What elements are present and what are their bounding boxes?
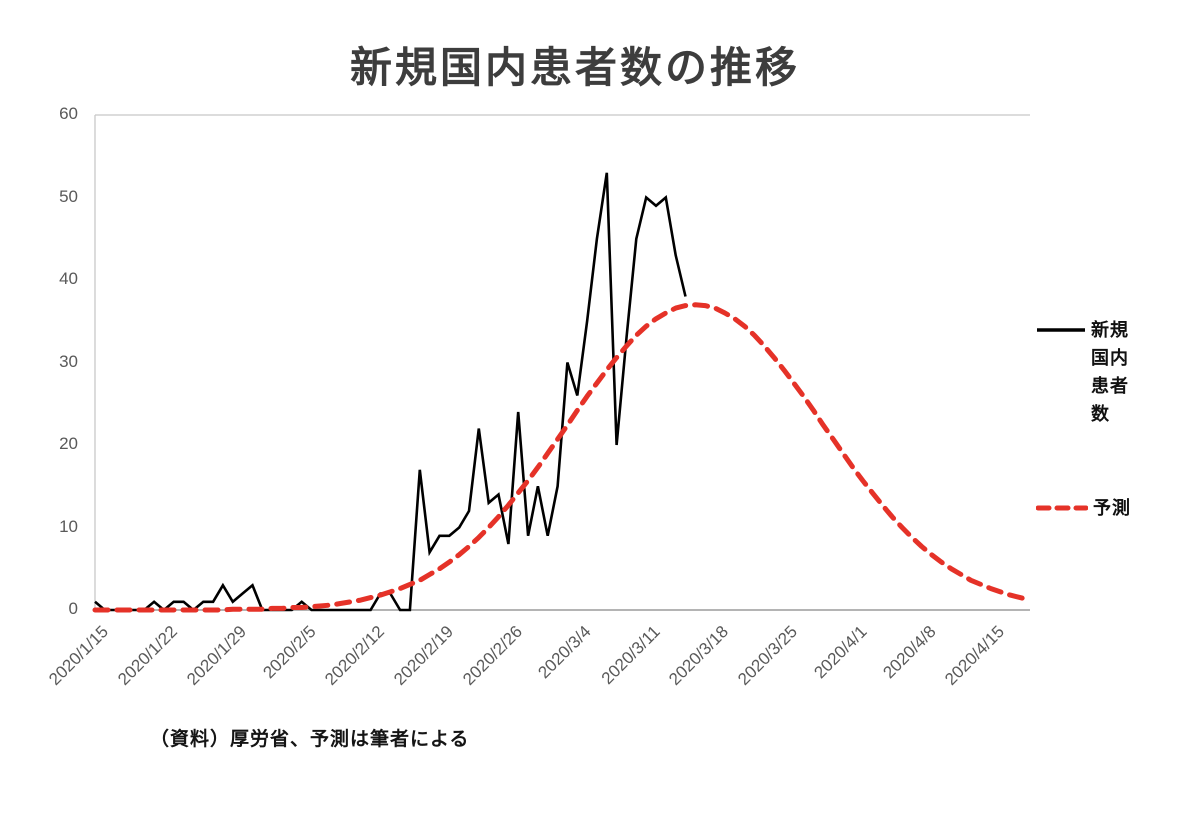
- legend-item-forecast: 予測: [1036, 494, 1131, 522]
- y-tick-label: 10: [59, 516, 78, 536]
- y-tick-label: 60: [59, 104, 78, 123]
- series-forecast-line: [92, 302, 1033, 613]
- y-tick-label: 20: [59, 434, 78, 453]
- forecast-dashed-sample-icon: [1036, 505, 1088, 511]
- series-actual-line: [94, 172, 687, 612]
- series-group: [92, 172, 1033, 613]
- y-tick-label: 40: [59, 269, 78, 288]
- y-tick-label: 50: [59, 186, 78, 206]
- legend-item-actual: 新規国内患者数: [1036, 316, 1131, 428]
- legend-label-forecast: 予測: [1093, 498, 1131, 518]
- y-tick-label: 0: [68, 599, 78, 618]
- chart-title: 新規国内患者数の推移: [349, 44, 800, 91]
- actual-line-sample-icon: [1037, 328, 1085, 332]
- source-note: （資料）厚労省、予測は筆者による: [150, 729, 470, 750]
- y-tick-label: 30: [59, 351, 78, 371]
- legend-label-actual: 新規国内患者数: [1091, 320, 1129, 424]
